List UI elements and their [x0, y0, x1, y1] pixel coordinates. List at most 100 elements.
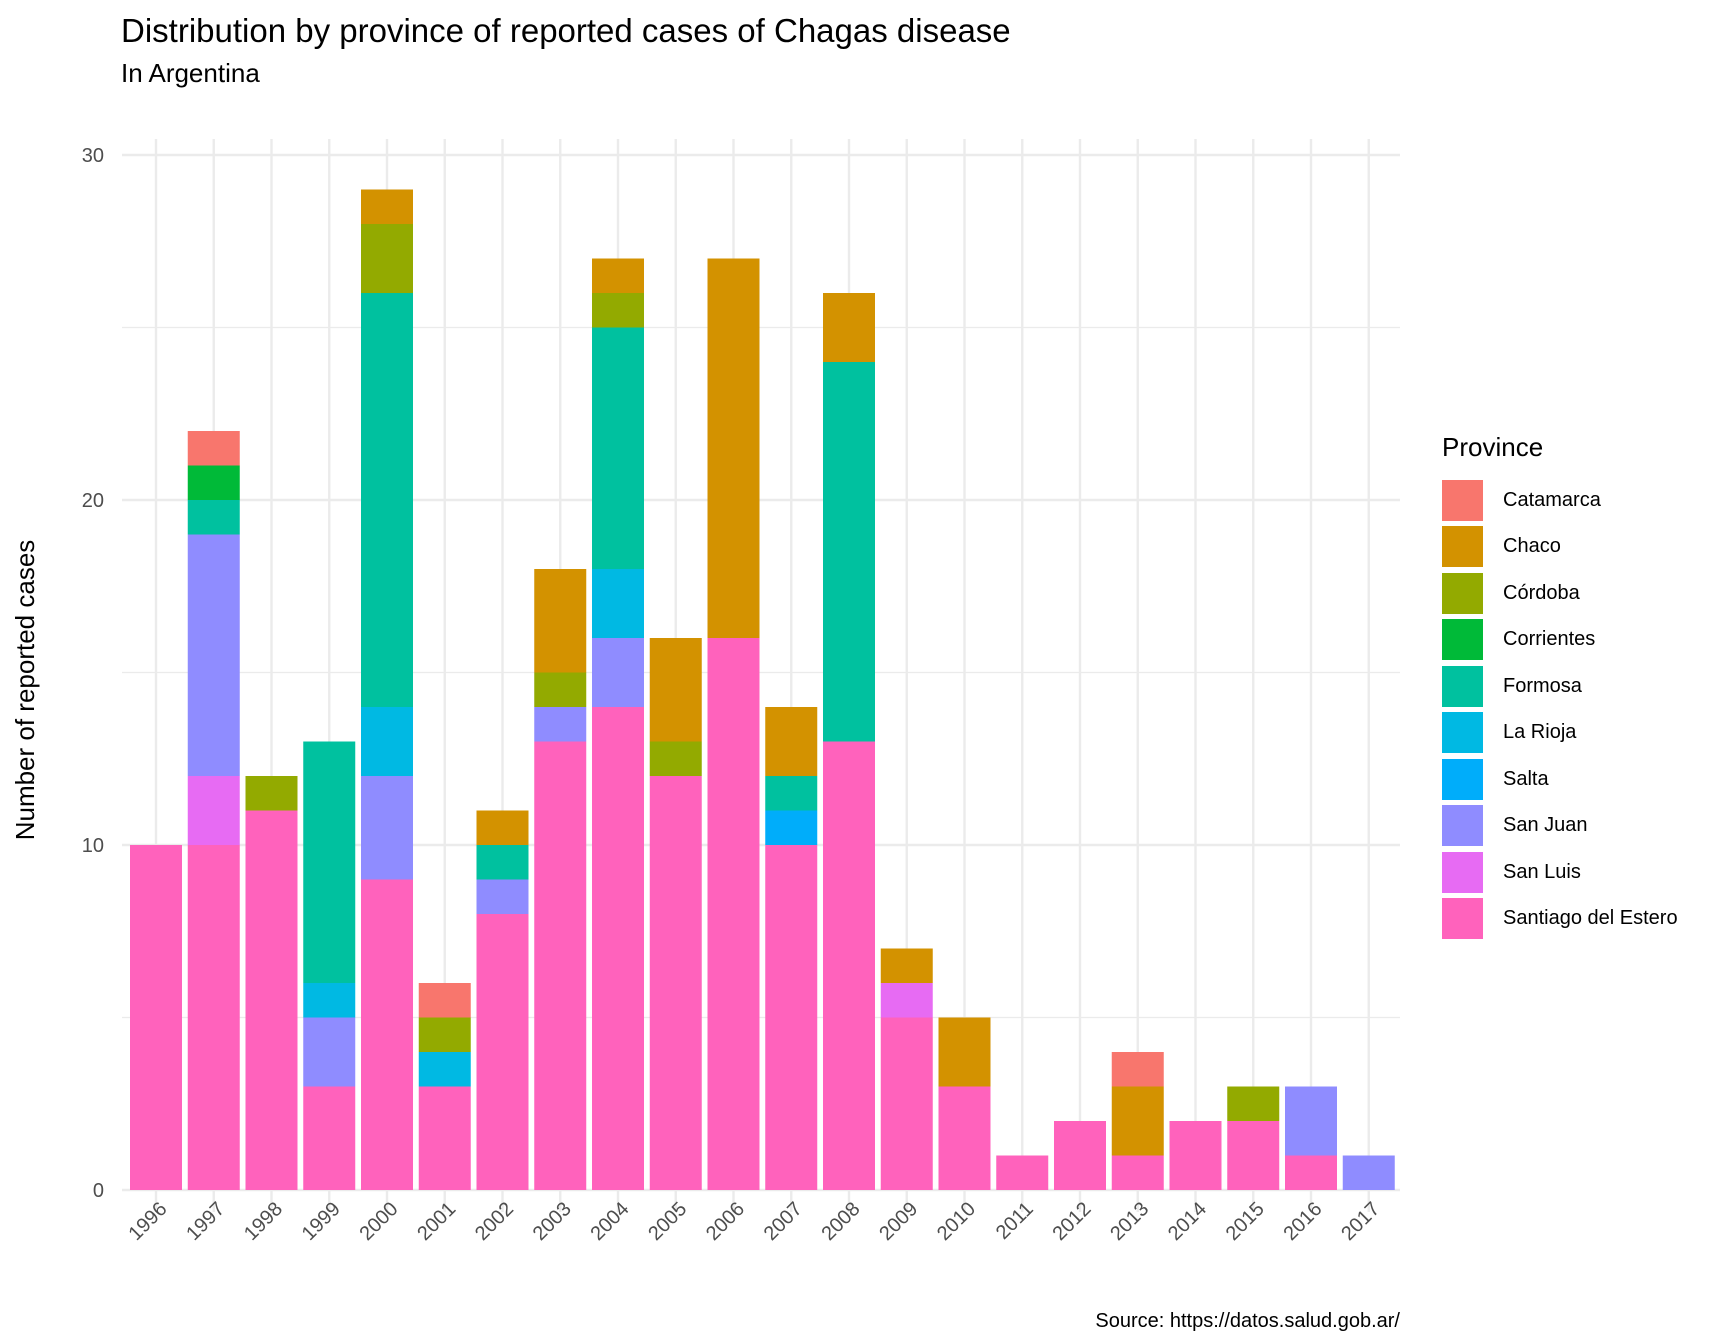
bar-segment: Chaco 2008: 2 [823, 293, 875, 362]
bar-segment: Chaco 2002: 1 [476, 810, 529, 845]
bar-segment: Santiago del Estero 2009: 5 [880, 1017, 933, 1190]
legend-label: San Juan [1503, 814, 1588, 837]
bar-segment: Chaco 2013: 2 [1111, 1086, 1164, 1156]
x-tick-label: 1999 [298, 1198, 345, 1245]
chart-caption: Source: https://datos.salud.gob.ar/ [1095, 1310, 1400, 1332]
bar-segment: Santiago del Estero 2016: 1 [1285, 1155, 1337, 1190]
x-tick-label: 2002 [471, 1198, 518, 1245]
bar-segment: San Juan 2003: 1 [534, 707, 587, 742]
legend-label: Córdoba [1503, 581, 1580, 604]
bar-segment: San Juan 2002: 1 [476, 879, 529, 914]
bar-segment: Córdoba 2004: 1 [592, 293, 644, 328]
bar-segment: Santiago del Estero 2005: 12 [649, 776, 702, 1190]
x-tick-label: 2000 [356, 1198, 403, 1245]
bar-segment: Santiago del Estero 2008: 13 [823, 741, 875, 1190]
bar-segment: Santiago del Estero 2003: 13 [534, 741, 587, 1190]
bar-segment: Córdoba 2000: 2 [361, 224, 413, 293]
bar-segment: Santiago del Estero 2004: 14 [592, 707, 644, 1190]
x-tick-label: 2006 [702, 1198, 749, 1245]
bar-segment: Chaco 2000: 1 [361, 189, 413, 224]
bar-segment: San Juan 2016: 2 [1285, 1086, 1337, 1156]
x-tick-label: 2015 [1222, 1198, 1269, 1245]
bar-segment: Santiago del Estero 2010: 3 [938, 1086, 991, 1190]
chart-subtitle: In Argentina [121, 58, 260, 88]
legend-label: Formosa [1503, 674, 1582, 697]
bar-segment: San Juan 1999: 2 [303, 1017, 356, 1087]
legend-label: Santiago del Estero [1503, 907, 1678, 930]
bar-segment: Chaco 2009: 1 [880, 948, 933, 983]
legend-color-key [1442, 479, 1483, 521]
chart-title: Distribution by province of reported cas… [121, 12, 1011, 49]
bar-segment: Córdoba 2001: 1 [418, 1017, 471, 1052]
bar-segment: Formosa 1997: 1 [187, 500, 240, 535]
bar-segment: Córdoba 2005: 1 [649, 741, 702, 776]
bar-segment: Córdoba 1998: 1 [245, 776, 298, 811]
x-tick-label: 2003 [529, 1198, 576, 1245]
x-tick-label: 2017 [1337, 1198, 1384, 1245]
legend-color-key [1442, 805, 1483, 847]
x-tick-label: 1997 [182, 1198, 229, 1245]
x-tick-label: 2012 [1049, 1198, 1096, 1245]
bar-segment: Formosa 2004: 7 [592, 327, 644, 569]
legend-color-key [1442, 526, 1483, 568]
bars: Santiago del Estero 1996: 10Santiago del… [130, 189, 1395, 1190]
x-tick-label: 2008 [818, 1198, 865, 1245]
legend-color-key [1442, 851, 1483, 893]
x-tick-label: 2014 [1164, 1198, 1211, 1245]
legend-color-key [1442, 665, 1483, 707]
bar-segment: Formosa 2000: 12 [361, 293, 413, 707]
legend-item: San Juan [1442, 803, 1678, 850]
bar-segment: San Juan 2017: 1 [1342, 1155, 1395, 1190]
bar-segment: La Rioja 2000: 2 [361, 707, 413, 776]
x-tick-label: 2009 [875, 1198, 922, 1245]
legend-item: Salta [1442, 756, 1678, 803]
legend-item: San Luis [1442, 849, 1678, 896]
bar-segment: Santiago del Estero 2012: 2 [1054, 1121, 1106, 1190]
legend-item: Catamarca [1442, 477, 1678, 524]
x-tick-label: 2001 [413, 1198, 460, 1245]
legend: Province Catamarca Chaco Córdoba Corrientes… [1442, 432, 1678, 942]
bar-segment: San Juan 2000: 3 [361, 776, 413, 880]
x-tick-label: 2004 [587, 1198, 634, 1245]
x-axis-ticks: 1996 1997 1998 1999 2000 2001 2002 2003 2004 2005… [125, 1198, 1385, 1245]
bar-segment: Chaco 2007: 2 [765, 707, 818, 776]
bar-segment: Chaco 2005: 3 [649, 638, 702, 742]
legend-item: La Rioja [1442, 710, 1678, 757]
bar-segment: Catamarca 1997: 1 [187, 431, 240, 466]
bar-segment: Formosa 2002: 1 [476, 845, 529, 880]
x-tick-label: 2016 [1280, 1198, 1327, 1245]
bar-segment: San Luis 1997: 2 [187, 776, 240, 845]
x-tick-label: 2005 [644, 1198, 691, 1245]
legend-label: Catamarca [1503, 488, 1601, 511]
bar-segment: Formosa 2007: 1 [765, 776, 818, 811]
bar-segment: Santiago del Estero 2014: 2 [1169, 1121, 1222, 1190]
bar-segment: San Luis 2009: 1 [880, 983, 933, 1018]
legend-title: Province [1442, 432, 1544, 462]
bar-segment: La Rioja 1999: 1 [303, 983, 356, 1018]
bar-segment: Formosa 1999: 7 [303, 741, 356, 983]
bar-segment: La Rioja 2001: 1 [418, 1052, 471, 1087]
bar-segment: Santiago del Estero 2006: 16 [707, 638, 760, 1190]
x-tick-label: 2013 [1106, 1198, 1153, 1245]
bar-segment: Catamarca 2001: 1 [418, 983, 471, 1018]
legend-item: Corrientes [1442, 617, 1678, 664]
bar-segment: Santiago del Estero 2000: 9 [361, 879, 413, 1190]
bar-segment: San Juan 1997: 7 [187, 534, 240, 776]
bar-segment: Santiago del Estero 2011: 1 [996, 1155, 1049, 1190]
y-tick-label: 20 [82, 490, 104, 512]
legend-item: Santiago del Estero [1442, 896, 1678, 943]
legend-item: Formosa [1442, 663, 1678, 710]
bar-segment: Córdoba 2003: 1 [534, 672, 587, 707]
legend-label: La Rioja [1503, 721, 1577, 744]
legend-color-key [1442, 619, 1483, 661]
legend-item: Córdoba [1442, 570, 1678, 617]
y-axis-ticks: 0 10 20 30 [82, 145, 104, 1202]
bar-segment: La Rioja 2004: 2 [592, 569, 644, 638]
bar-segment: Chaco 2006: 11 [707, 258, 760, 638]
bar-segment: Chaco 2004: 1 [592, 258, 644, 293]
bar-segment: Catamarca 2013: 1 [1111, 1052, 1164, 1087]
bar-segment: Santiago del Estero 2001: 3 [418, 1086, 471, 1190]
bar-segment: San Juan 2004: 2 [592, 638, 644, 707]
x-tick-label: 2010 [933, 1198, 980, 1245]
